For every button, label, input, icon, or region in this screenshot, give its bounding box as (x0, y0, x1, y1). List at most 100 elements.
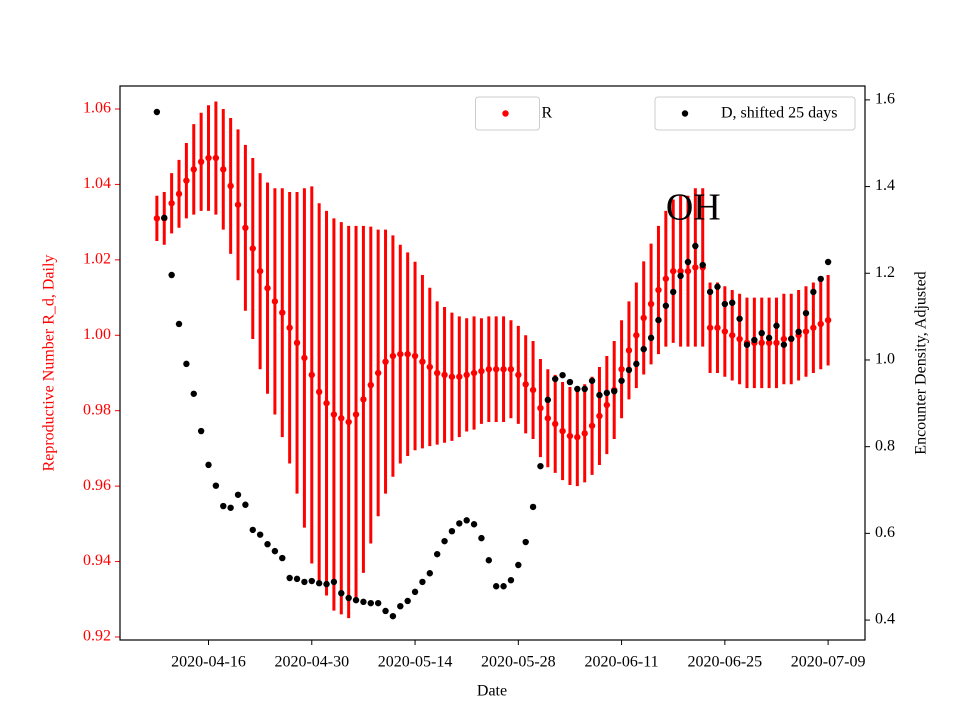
point (684, 267, 692, 275)
point (500, 583, 507, 590)
point (529, 503, 537, 511)
point (433, 369, 441, 377)
y2-axis-label: Encounter Density, Adjusted (913, 271, 930, 454)
y-tick-label: 1.00 (83, 326, 111, 343)
point (175, 320, 183, 328)
point (264, 284, 271, 292)
point (190, 166, 197, 173)
y2-tick-label: 1.0 (875, 351, 895, 368)
point (389, 612, 397, 620)
point (788, 335, 795, 342)
point (515, 561, 522, 569)
point (559, 427, 566, 435)
point (183, 360, 190, 368)
point (426, 363, 434, 371)
point (633, 360, 640, 368)
point (662, 302, 670, 309)
x-tick-label: 2020-04-16 (171, 654, 246, 671)
point (463, 517, 470, 524)
point (323, 580, 330, 588)
legend-marker (502, 110, 509, 117)
point (544, 415, 552, 422)
y-axis-label: Reproductive Number R_d, Daily (41, 255, 58, 472)
y2-tick-label: 1.2 (875, 264, 895, 281)
point (279, 309, 286, 316)
point (677, 267, 684, 275)
point (500, 366, 507, 373)
point (824, 316, 832, 324)
point (492, 366, 500, 373)
point (197, 158, 205, 166)
point (706, 288, 714, 296)
point (537, 462, 544, 470)
y2-tick-label: 1.4 (875, 177, 895, 194)
point (308, 371, 315, 379)
point (640, 314, 647, 322)
point (227, 504, 234, 511)
point (736, 335, 743, 343)
point (692, 242, 699, 250)
x-tick-label: 2020-06-25 (688, 654, 763, 671)
point (802, 309, 810, 317)
point (780, 335, 788, 343)
point (485, 557, 493, 564)
point (153, 215, 161, 222)
point (271, 547, 279, 555)
point (220, 502, 227, 510)
point (684, 258, 692, 266)
point (647, 334, 655, 342)
y2-tick-label: 0.8 (875, 437, 895, 454)
point (212, 482, 220, 489)
point (485, 366, 493, 373)
annotation: OH (666, 187, 721, 229)
point (721, 300, 729, 308)
point (190, 390, 197, 397)
point (338, 589, 345, 597)
point (758, 339, 765, 347)
point (153, 108, 161, 116)
legend-marker (681, 110, 689, 117)
point (293, 339, 301, 347)
point (706, 324, 714, 331)
point (603, 389, 611, 397)
point (574, 433, 581, 441)
point (574, 385, 581, 393)
point (256, 531, 264, 538)
point (448, 373, 456, 380)
point (633, 332, 640, 339)
y-tick-label: 1.06 (83, 100, 111, 117)
series (153, 101, 832, 619)
point (507, 366, 515, 373)
point (293, 575, 301, 583)
point (507, 576, 515, 584)
point (205, 154, 212, 162)
point (618, 377, 625, 384)
point (367, 599, 374, 607)
x-tick-label: 2020-05-28 (481, 654, 556, 671)
point (367, 381, 374, 389)
point (249, 245, 256, 252)
point (242, 224, 249, 231)
point (773, 322, 780, 329)
point (544, 396, 552, 404)
point (522, 381, 529, 388)
point (411, 352, 419, 360)
point (581, 430, 588, 437)
point (301, 578, 308, 586)
point (330, 578, 338, 586)
x-tick-label: 2020-05-14 (378, 654, 453, 671)
point (183, 177, 190, 184)
point (640, 345, 647, 353)
point (426, 570, 434, 577)
point (315, 388, 323, 396)
point (817, 320, 824, 328)
point (714, 324, 721, 331)
point (655, 286, 662, 294)
y-tick-label: 1.04 (83, 175, 111, 192)
point (249, 526, 256, 534)
point (234, 201, 242, 208)
point (751, 336, 758, 344)
point (625, 347, 633, 354)
point (352, 411, 360, 418)
point (234, 491, 242, 498)
